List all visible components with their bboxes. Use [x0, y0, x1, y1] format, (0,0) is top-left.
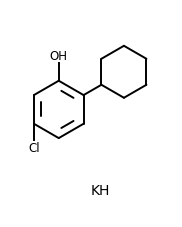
Text: KH: KH — [90, 183, 110, 197]
Text: Cl: Cl — [28, 141, 40, 154]
Text: OH: OH — [50, 50, 68, 63]
